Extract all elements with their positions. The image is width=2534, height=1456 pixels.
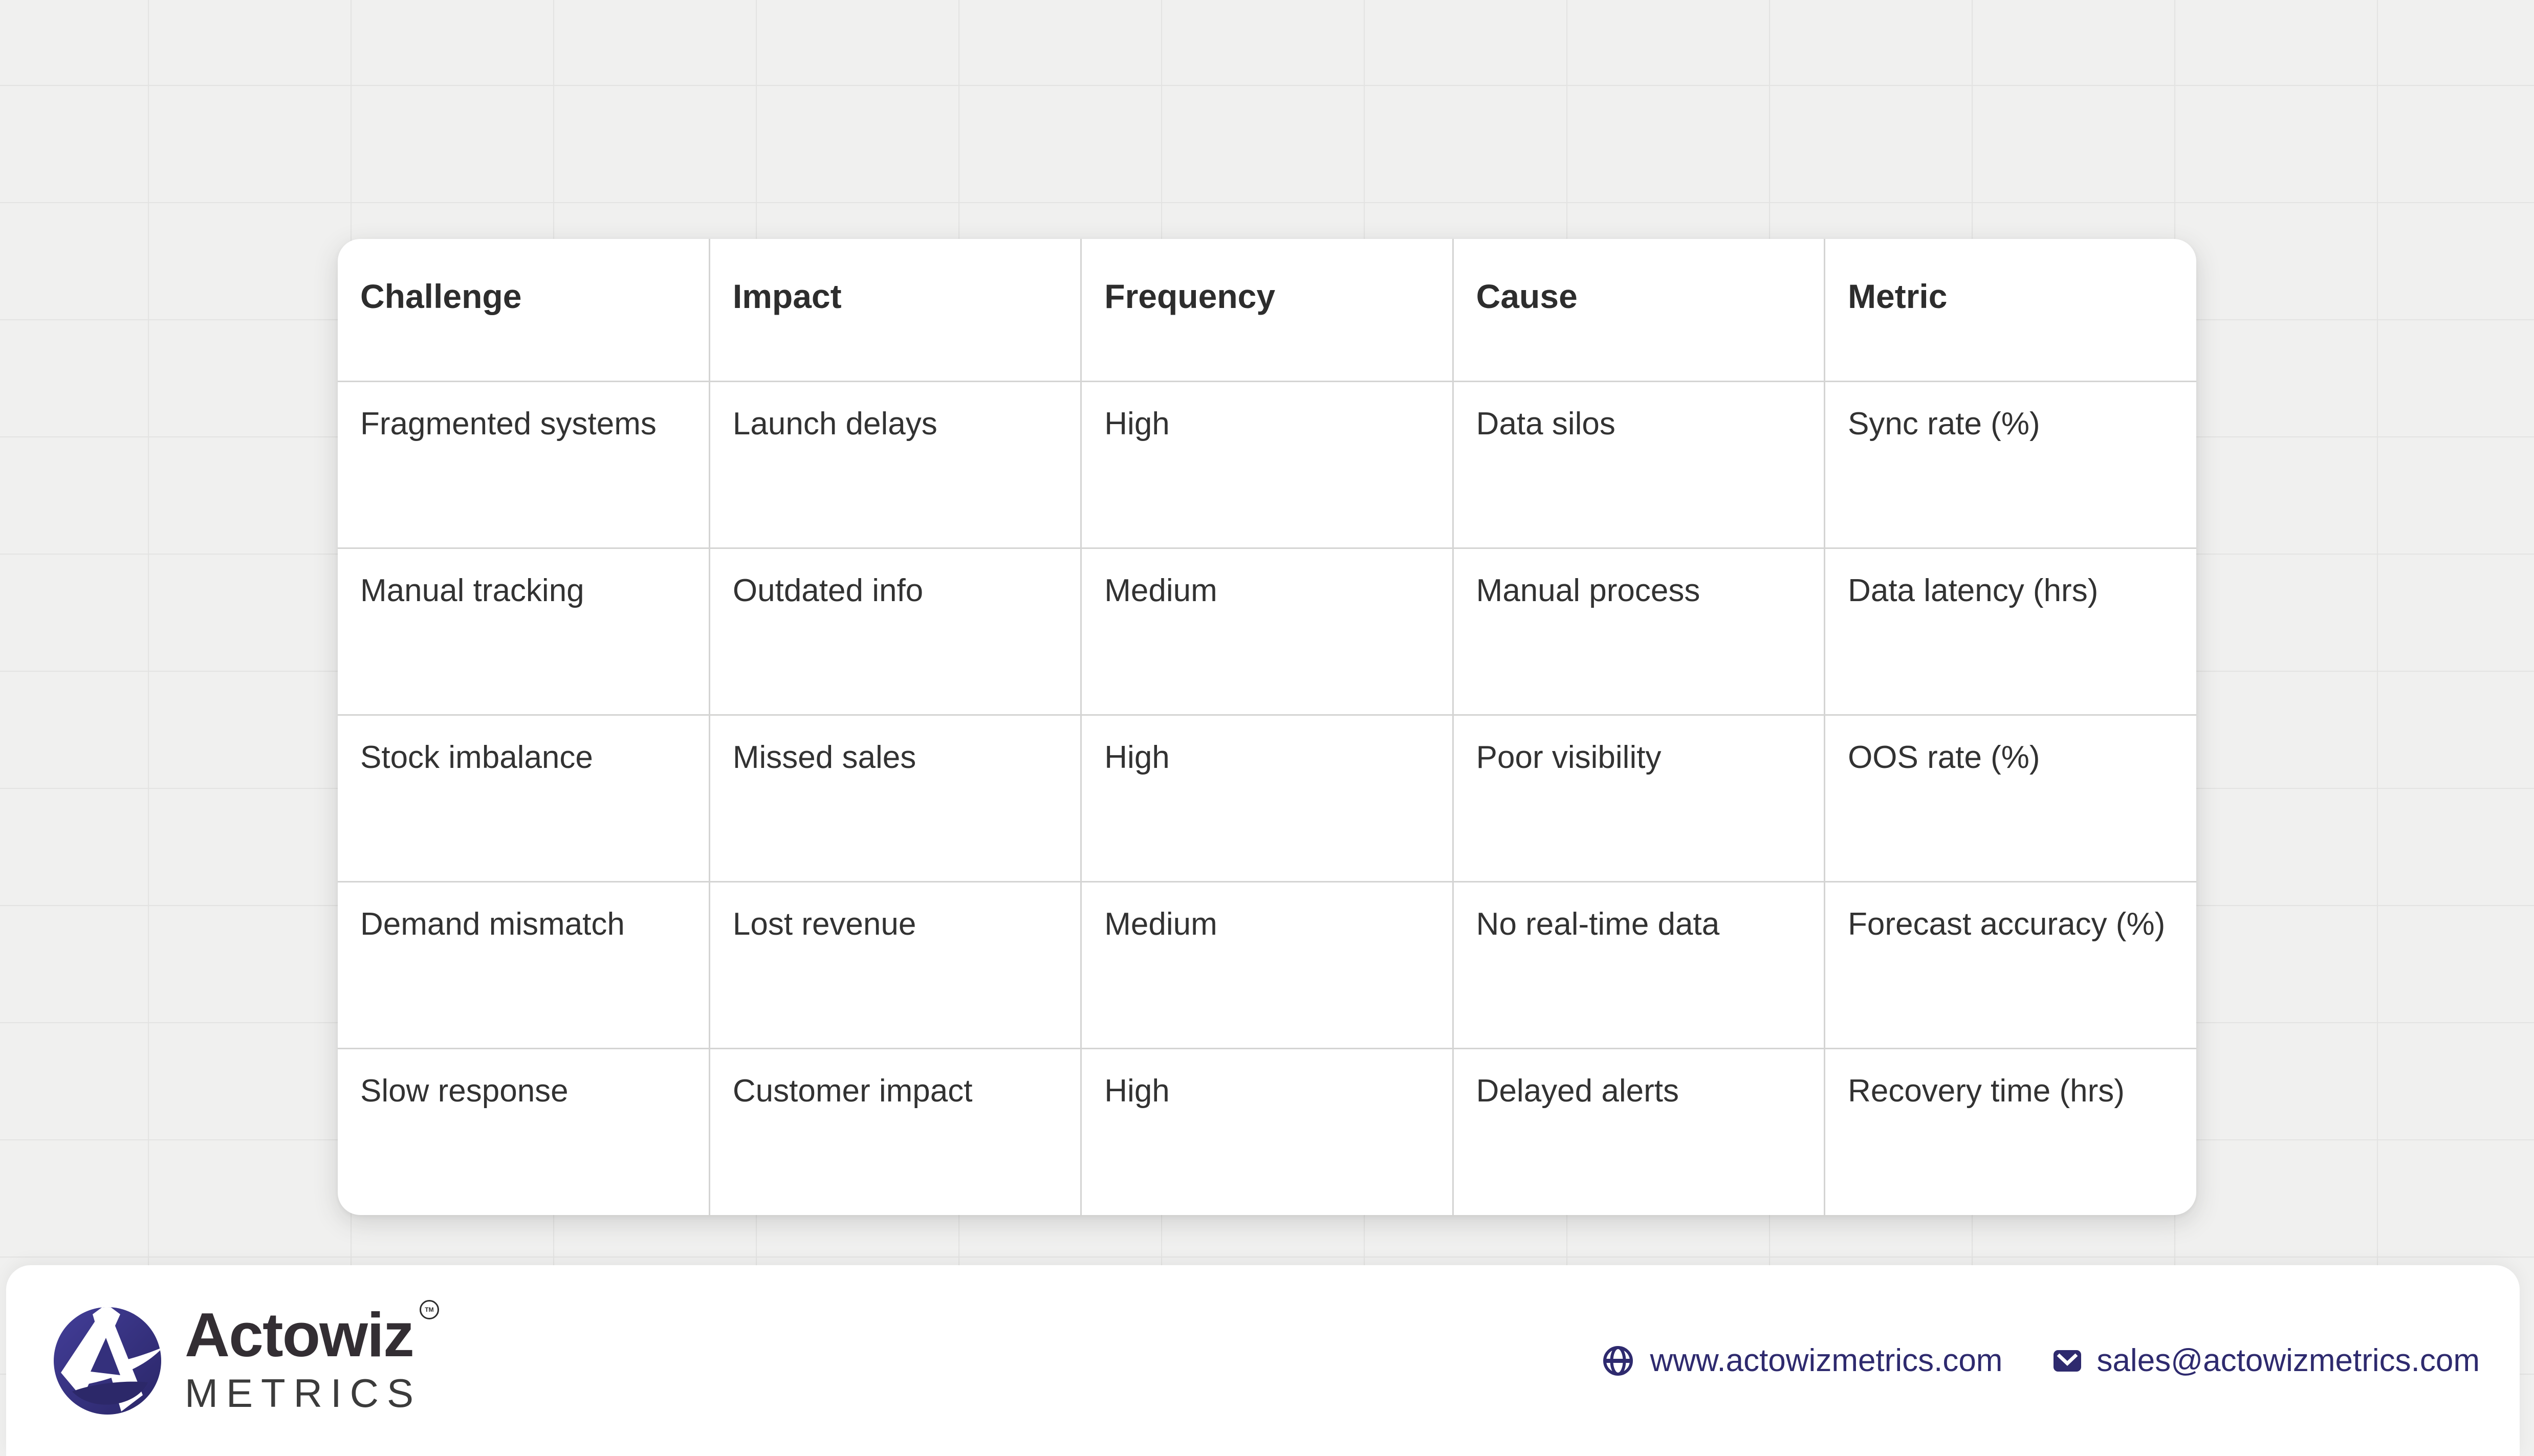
table-row: Fragmented systems Launch delays High Data … (338, 380, 2196, 548)
brand-subtitle: METRICS (185, 1370, 422, 1416)
table-cell: Customer impact (708, 1047, 1081, 1215)
table-cell: Demand mismatch (338, 880, 710, 1048)
table-cell: High (1080, 380, 1453, 548)
table-cell: Medium (1080, 547, 1453, 715)
table-cell: Sync rate (%) (1824, 380, 2196, 548)
challenges-table: Challenge Impact Frequency Cause Metric Frag… (338, 239, 2196, 1215)
table-cell: High (1080, 714, 1453, 881)
brand-text: Actowiz TM METRICS (185, 1300, 439, 1416)
website-url: www.actowizmetrics.com (1650, 1343, 2003, 1378)
column-header: Challenge (360, 277, 522, 315)
table-cell: Slow response (338, 1047, 710, 1215)
brand-name-row: Actowiz TM (185, 1300, 439, 1370)
table-cell: Lost revenue (708, 880, 1081, 1048)
brand-logo: Actowiz TM METRICS (54, 1300, 439, 1416)
column-header: Frequency (1080, 239, 1453, 381)
table-row: Demand mismatch Lost revenue Medium No real… (338, 880, 2196, 1048)
table-row: Slow response Customer impact High Delayed … (338, 1047, 2196, 1215)
table-cell: Fragmented systems (338, 380, 710, 548)
brand-name: Actowiz (185, 1300, 414, 1370)
challenges-table-card: Challenge Impact Frequency Cause Metric Frag… (338, 239, 2196, 1215)
table-row: Manual tracking Outdated info Medium Manual… (338, 547, 2196, 715)
column-header: Impact (708, 239, 1081, 381)
footer-contacts: www.actowizmetrics.com sales@actowizmetr… (1602, 1342, 2480, 1379)
table-cell: OOS rate (%) (1824, 714, 2196, 881)
table-cell: Launch delays (708, 380, 1081, 548)
table-cell: Medium (1080, 880, 1453, 1048)
globe-icon (1603, 1345, 1633, 1376)
table-cell: Manual tracking (338, 547, 710, 715)
table-cell: Poor visibility (1452, 714, 1825, 881)
table-cell: Missed sales (708, 714, 1081, 881)
column-header: Metric (1824, 239, 2196, 381)
table-cell: Recovery time (hrs) (1824, 1047, 2196, 1215)
table-cell: Data latency (hrs) (1824, 547, 2196, 715)
table-body: Fragmented systems Launch delays High Data … (338, 380, 2196, 1215)
table-cell: Stock imbalance (338, 714, 710, 881)
table-cell: Outdated info (708, 547, 1081, 715)
table-row: Stock imbalance Missed sales High Poor visi… (338, 714, 2196, 881)
table-cell: No real-time data (1452, 880, 1825, 1048)
table-cell: Manual process (1452, 547, 1825, 715)
table-cell: High (1080, 1047, 1453, 1215)
mail-icon (2054, 1350, 2082, 1372)
column-header: Cause (1452, 239, 1825, 381)
table-cell: Forecast accuracy (%) (1824, 880, 2196, 1048)
website-link[interactable]: www.actowizmetrics.com (1602, 1342, 2002, 1379)
email-address: sales@actowizmetrics.com (2096, 1343, 2480, 1378)
table-cell: Data silos (1452, 380, 1825, 548)
actowiz-a-mark-icon (54, 1307, 161, 1415)
table-cell: Delayed alerts (1452, 1047, 1825, 1215)
footer-bar: Actowiz TM METRICS www.actowizmetrics.co… (6, 1265, 2520, 1456)
table-header-row: Challenge Impact Frequency Cause Metric (338, 239, 2196, 381)
trademark-badge: TM (419, 1300, 439, 1320)
email-link[interactable]: sales@actowizmetrics.com (2054, 1342, 2480, 1379)
